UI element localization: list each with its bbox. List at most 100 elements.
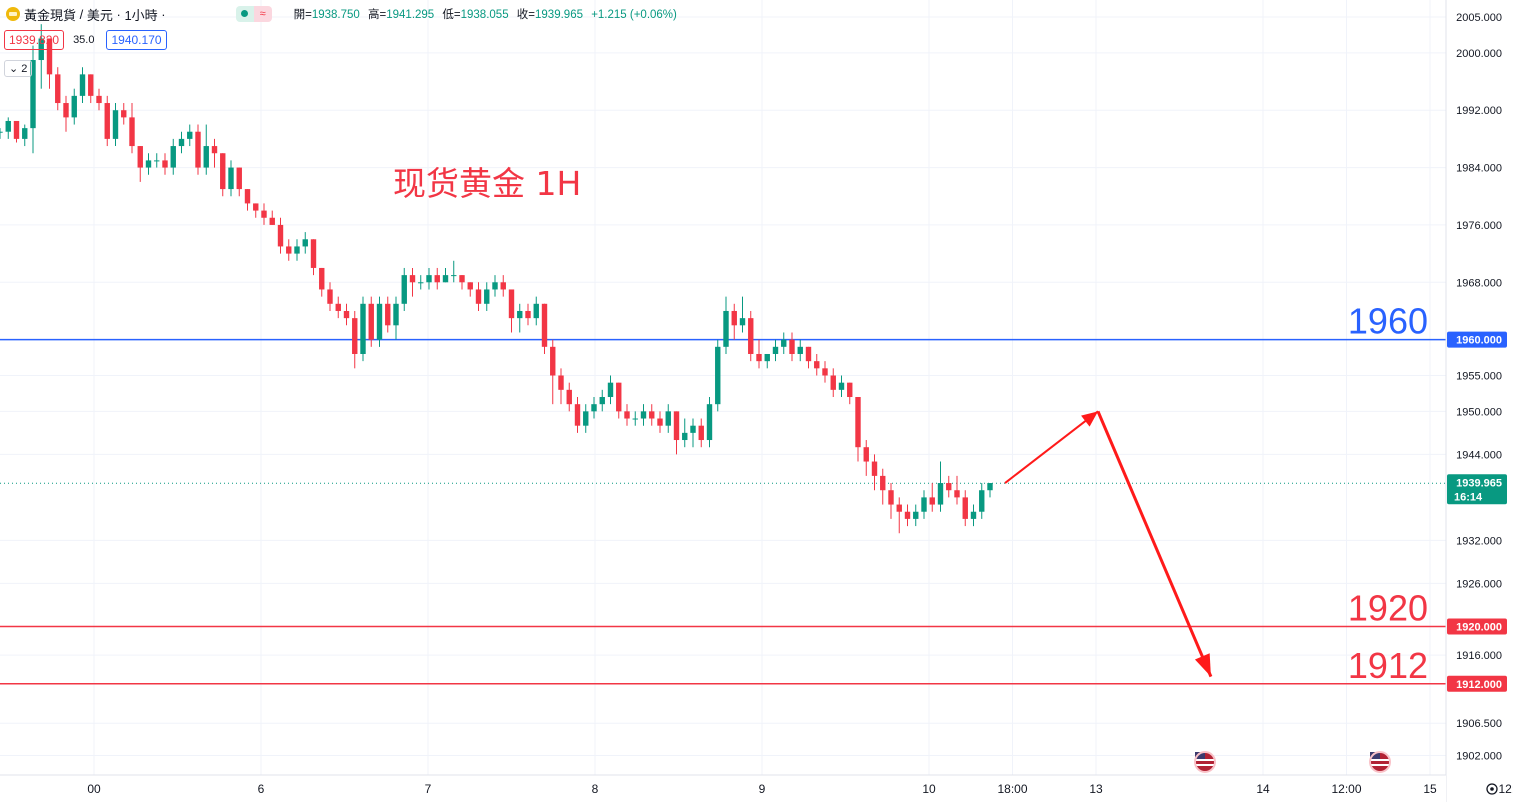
candle [500,282,506,290]
candle [855,397,861,448]
projection-arrows[interactable] [1004,410,1213,678]
candle [533,303,539,319]
price-axis[interactable]: 2005.000 2000.000 1992.000 1984.000 1976.000… [1445,0,1513,802]
candle [277,224,284,247]
candle [475,289,482,304]
price-tick: 1944.000 [1456,449,1502,461]
candle [5,120,11,132]
candle [434,275,440,283]
candle [814,361,820,369]
candle [748,318,754,354]
candle [63,103,69,118]
sell-button[interactable]: 1939.820 [4,30,65,50]
candle [566,389,572,405]
price-tick: 1926.000 [1456,578,1502,590]
candle [393,303,399,326]
horizontal-levels[interactable]: 1960 1920 1912 [0,301,1446,686]
status-pill[interactable]: ≈ [235,6,272,22]
price-tick: 1955.000 [1456,371,1502,383]
symbol-name[interactable]: 黃金現貨 [24,7,77,23]
candle [162,160,168,168]
us-flag-icon[interactable] [1369,751,1391,773]
candle [756,353,762,362]
candles [0,24,993,534]
arrow-down-line[interactable] [1096,410,1213,678]
current-price-badge[interactable] [1447,474,1507,505]
candle [616,382,622,412]
price-tick: 1902.000 [1456,751,1502,763]
us-flag-icon[interactable] [1194,751,1216,773]
candle [352,318,358,354]
change-value: +1.215 (+0.06%) [591,9,677,21]
candle [310,239,317,268]
candle [46,38,53,75]
time-tick: 10 [922,782,936,796]
time-tick: 7 [425,782,432,796]
candle [459,275,465,283]
candle [30,60,36,129]
indicators-toggle[interactable]: ⌄ 2 [4,60,33,77]
candle [517,310,523,319]
candle [211,146,218,154]
candle [253,203,259,211]
candle [632,418,638,420]
candle [343,310,350,319]
candle [104,103,110,139]
candle [269,217,275,225]
buy-button[interactable]: 1940.170 [106,30,167,50]
candle [896,504,902,512]
candle [929,497,935,505]
arrow-down-head[interactable] [1194,653,1211,677]
time-tick: 6 [258,782,265,796]
level-axis-label: 1960.000 [1456,335,1502,347]
candle [830,375,836,390]
candle [360,303,366,354]
bar-countdown: 16:14 [1454,491,1483,503]
candle [418,282,424,284]
candle [401,275,407,304]
price-tick: 2005.000 [1456,12,1502,24]
candle [739,318,746,326]
low-value: 1938.055 [460,9,509,21]
candle [624,411,630,419]
candle [426,275,432,283]
candle [187,131,193,139]
candle [946,483,952,491]
candle [294,246,300,254]
candle [13,120,20,139]
candle [137,146,143,168]
level-label-1920: 1920 [1348,587,1428,628]
candle [55,74,61,104]
candle [467,282,473,290]
time-tick: 13 [1089,782,1103,796]
candle [558,375,564,390]
level-axis-badge[interactable] [1447,675,1507,692]
arrow-up-line[interactable] [1004,410,1099,484]
candle [442,275,449,283]
arrow-up-head[interactable] [1081,411,1098,427]
time-tick: 9 [759,782,766,796]
candle [805,346,812,362]
candle [583,411,589,426]
candle [79,74,86,96]
candle [88,74,94,96]
candle [962,497,968,519]
level-axis-badge[interactable] [1447,331,1507,348]
candle [723,310,729,347]
candle [698,425,704,441]
candle [863,447,869,462]
level-axis-badge[interactable] [1447,618,1507,635]
candle [121,110,127,118]
time-axis-bg [0,775,1446,802]
candle [96,95,102,104]
candle [937,483,944,505]
candle [451,275,457,277]
candle [979,490,985,512]
candle [706,404,713,441]
candle [302,239,308,247]
settings-gear-icon[interactable] [1486,783,1498,795]
candle [335,303,341,311]
symbol-interval[interactable]: 1小時 [124,7,158,23]
